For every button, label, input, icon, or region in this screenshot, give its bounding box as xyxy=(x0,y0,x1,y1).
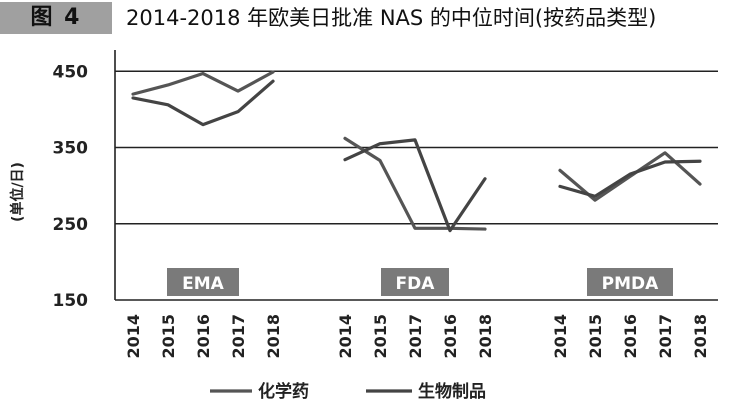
group-label-box xyxy=(381,268,449,296)
figure-header: 图 4 2014-2018 年欧美日批准 NAS 的中位时间(按药品类型) xyxy=(0,0,740,36)
series-line-2-pmda xyxy=(558,159,702,198)
group-label-box xyxy=(167,268,239,296)
series-line-2-fda xyxy=(343,138,487,233)
group-label-fda: FDA xyxy=(396,274,436,294)
x-tick-label: 2018 xyxy=(691,314,710,359)
x-tick-label: 2017 xyxy=(229,314,248,359)
series-line-1-fda xyxy=(343,136,487,231)
figure-title: 2014-2018 年欧美日批准 NAS 的中位时间(按药品类型) xyxy=(126,6,657,30)
x-tick-label: 2017 xyxy=(656,314,675,359)
x-tick-label: 2014 xyxy=(124,314,143,359)
legend-label-2: 生物制品 xyxy=(418,381,486,402)
x-tick-label: 2016 xyxy=(621,314,640,359)
group-label-ema: EMA xyxy=(182,274,225,294)
x-tick-label: 2016 xyxy=(194,314,213,359)
x-tick-label: 2016 xyxy=(441,314,460,359)
y-tick-label: 250 xyxy=(53,215,89,235)
group-label-box xyxy=(587,268,673,296)
y-tick-label: 450 xyxy=(53,62,89,82)
y-tick-label: 150 xyxy=(53,291,89,311)
x-tick-label: 2018 xyxy=(264,314,283,359)
y-axis-label: (单位/日) xyxy=(9,162,26,222)
x-tick-label: 2015 xyxy=(159,314,178,359)
x-tick-label: 2017 xyxy=(406,314,425,359)
x-tick-label: 2014 xyxy=(551,314,570,359)
legend-label-1: 化学药 xyxy=(258,381,309,402)
x-tick-label: 2018 xyxy=(476,314,495,359)
figure-label: 图 4 xyxy=(0,2,112,34)
series-line-2-ema xyxy=(131,79,275,127)
x-tick-label: 2014 xyxy=(336,314,355,359)
y-tick-label: 350 xyxy=(53,139,89,159)
x-tick-label: 2015 xyxy=(371,314,390,359)
x-tick-label: 2015 xyxy=(586,314,605,359)
series-line-1-ema xyxy=(131,70,275,96)
group-label-pmda: PMDA xyxy=(602,274,659,294)
